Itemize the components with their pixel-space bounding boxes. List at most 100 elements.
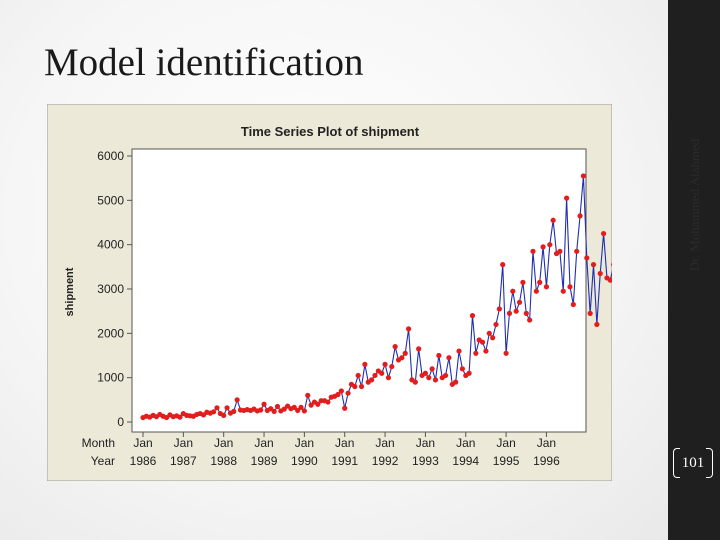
data-point	[473, 350, 479, 356]
data-point	[258, 407, 264, 413]
x-tick-label-month: Jan	[496, 436, 515, 450]
x-axis: Jan 1986 Jan 1987 Jan 1988 Jan 1989 Jan 1990 Jan 19…	[130, 432, 560, 468]
data-point	[436, 352, 442, 359]
data-point	[385, 375, 392, 381]
data-point	[305, 392, 311, 398]
x-tick-label-month: Jan	[214, 436, 233, 450]
data-point	[537, 279, 543, 285]
x-tick-label-year: 1991	[331, 454, 358, 468]
x-tick-label-month: Jan	[537, 436, 556, 450]
data-point	[432, 377, 439, 383]
left-bracket-icon	[673, 448, 680, 478]
data-point	[362, 361, 368, 367]
data-point	[594, 321, 600, 328]
data-point	[392, 344, 398, 350]
x-tick-label-year: 1996	[533, 454, 560, 468]
data-point	[389, 363, 395, 370]
x-tick-label-month: Jan	[174, 436, 193, 450]
data-point	[456, 348, 462, 354]
data-point	[469, 313, 476, 319]
data-point	[479, 339, 486, 345]
data-point	[567, 284, 573, 290]
data-point	[442, 372, 449, 379]
x-tick-label-year: 1992	[372, 454, 399, 468]
data-point	[580, 173, 587, 179]
y-tick-label: 5000	[97, 193, 124, 207]
plot-area	[131, 148, 587, 433]
chart-container: Time Series Plot of shipment shipment 0 1…	[46, 103, 630, 482]
x-tick-label-year: 1986	[130, 454, 157, 468]
data-point	[358, 383, 365, 390]
data-point	[483, 348, 489, 354]
data-point	[416, 346, 422, 352]
slide-title: Model identification	[44, 41, 364, 84]
data-point	[516, 299, 523, 305]
data-point	[543, 284, 550, 290]
data-point	[308, 402, 314, 408]
data-point	[564, 195, 570, 201]
x-tick-label-year: 1989	[251, 454, 278, 468]
data-point	[379, 370, 385, 376]
data-point	[550, 217, 556, 223]
data-point	[211, 409, 217, 415]
data-point	[412, 379, 418, 385]
page-number: 101	[681, 454, 705, 471]
data-point	[557, 248, 563, 254]
data-point	[453, 379, 459, 385]
data-point	[574, 248, 580, 254]
data-point	[510, 288, 516, 294]
data-point	[342, 405, 348, 411]
data-point	[584, 255, 590, 261]
data-point	[600, 230, 607, 237]
y-tick-label: 4000	[97, 238, 124, 252]
data-point	[500, 262, 506, 268]
data-point	[352, 383, 358, 390]
data-point	[527, 317, 533, 323]
data-point	[315, 401, 321, 407]
data-point	[298, 404, 304, 410]
y-tick-label: 1000	[97, 371, 124, 385]
data-point	[426, 375, 432, 381]
y-axis-label: shipment	[64, 267, 76, 316]
data-point	[274, 403, 281, 410]
data-point	[177, 414, 183, 420]
data-point	[466, 370, 472, 376]
data-point	[533, 288, 539, 294]
data-point	[281, 406, 287, 412]
x-tick-label-year: 1993	[412, 454, 439, 468]
data-point	[221, 412, 227, 418]
data-point	[291, 404, 297, 410]
data-point	[607, 277, 613, 283]
data-point	[520, 279, 526, 285]
data-point	[224, 405, 230, 411]
x-tick-label-year: 1994	[452, 454, 479, 468]
x-tick-label-month: Jan	[375, 436, 394, 450]
data-point	[459, 366, 465, 372]
x-tick-label-year: 1995	[493, 454, 520, 468]
data-point	[295, 407, 301, 414]
data-point	[325, 399, 331, 405]
x-row-label-year: Year	[91, 454, 115, 468]
data-point	[540, 244, 546, 250]
x-tick-label-year: 1987	[170, 454, 197, 468]
author-credit: Dr. Mohammed Alahmed	[687, 138, 702, 272]
data-point	[493, 321, 499, 328]
data-point	[547, 242, 553, 248]
data-point	[369, 377, 375, 383]
y-tick-label: 3000	[97, 282, 124, 296]
x-row-label-month: Month	[82, 436, 115, 450]
data-point	[335, 391, 341, 398]
data-point	[301, 408, 307, 414]
data-point	[372, 372, 378, 379]
data-point	[355, 372, 361, 379]
data-point	[406, 326, 412, 332]
data-point	[338, 388, 344, 394]
data-point	[261, 401, 267, 407]
y-tick-label: 6000	[97, 149, 124, 163]
data-point	[506, 310, 513, 316]
y-axis: 0 1000 2000 3000 4000 5000 6000	[97, 149, 132, 429]
x-tick-label-month: Jan	[335, 436, 354, 450]
data-point	[402, 350, 408, 356]
data-point	[429, 366, 435, 372]
data-point	[486, 330, 492, 336]
